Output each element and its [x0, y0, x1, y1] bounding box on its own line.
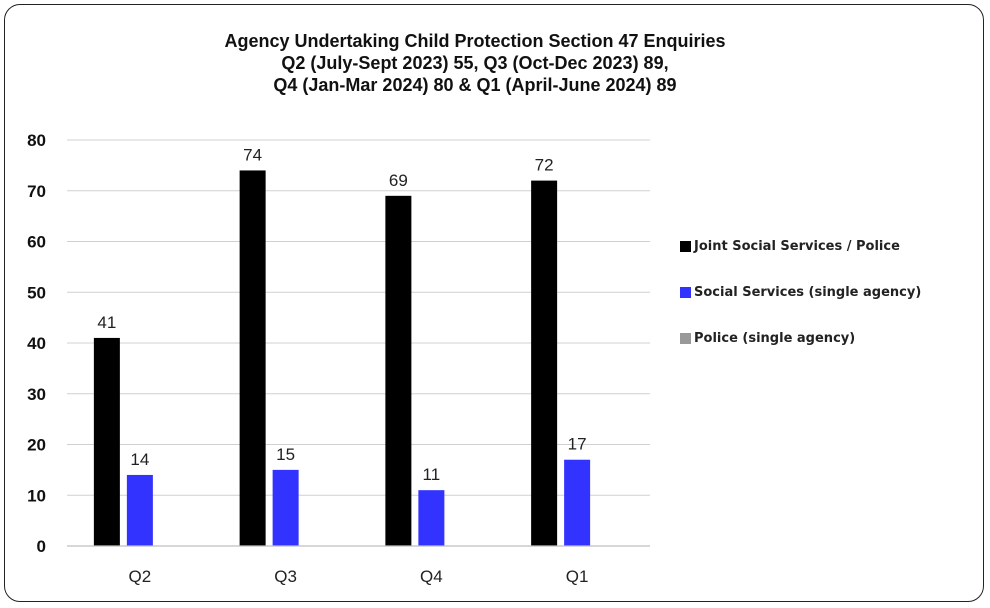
- bar-q4-series-0: [385, 195, 412, 546]
- y-tick-label: 10: [27, 486, 46, 505]
- legend-label-police: Police (single agency): [694, 330, 856, 346]
- legend-label-social-services: Social Services (single agency): [694, 284, 922, 300]
- chart-frame: [4, 4, 984, 602]
- bar-q3-series-0: [239, 170, 266, 546]
- legend-item-joint: Joint Social Services / Police: [680, 236, 921, 256]
- legend-swatch-social-services: [680, 286, 691, 298]
- bar-q1-series-1: [564, 459, 591, 546]
- data-label: 41: [97, 313, 116, 332]
- x-tick-label: Q1: [566, 567, 589, 586]
- legend-label-joint: Joint Social Services / Police: [694, 238, 900, 254]
- chart-title-line-2: Q2 (July-Sept 2023) 55, Q3 (Oct-Dec 2023…: [281, 53, 669, 73]
- data-label: 69: [389, 171, 408, 190]
- chart-legend: Joint Social Services / Police Social Se…: [680, 236, 921, 374]
- x-tick-label: Q4: [420, 567, 443, 586]
- bar-q2-series-1: [126, 474, 153, 546]
- y-tick-label: 30: [27, 385, 46, 404]
- chart-title-line-3: Q4 (Jan-Mar 2024) 80 & Q1 (April-June 20…: [273, 75, 677, 95]
- data-label: 72: [535, 156, 554, 175]
- y-tick-label: 50: [27, 283, 46, 302]
- x-tick-label: Q2: [129, 567, 152, 586]
- bar-q1-series-0: [531, 180, 558, 546]
- legend-item-social-services: Social Services (single agency): [680, 282, 921, 302]
- chart-title: Agency Undertaking Child Protection Sect…: [150, 30, 800, 96]
- y-tick-label: 80: [27, 131, 46, 150]
- legend-swatch-joint: [680, 240, 691, 252]
- data-label: 74: [243, 145, 262, 164]
- legend-swatch-police: [680, 332, 691, 344]
- data-label: 14: [130, 450, 149, 469]
- data-label: 17: [568, 435, 587, 454]
- legend-item-police: Police (single agency): [680, 328, 921, 348]
- bar-q3-series-1: [272, 469, 299, 546]
- x-tick-label: Q3: [274, 567, 297, 586]
- bar-q2-series-0: [93, 337, 120, 546]
- chart-title-line-1: Agency Undertaking Child Protection Sect…: [224, 31, 726, 51]
- y-tick-label: 20: [27, 436, 46, 455]
- data-label: 11: [423, 465, 441, 484]
- y-tick-label: 70: [27, 182, 46, 201]
- y-tick-label: 0: [37, 537, 46, 556]
- data-label: 15: [276, 445, 295, 464]
- y-tick-label: 40: [27, 334, 46, 353]
- bar-q4-series-1: [418, 490, 445, 546]
- y-tick-label: 60: [27, 233, 46, 252]
